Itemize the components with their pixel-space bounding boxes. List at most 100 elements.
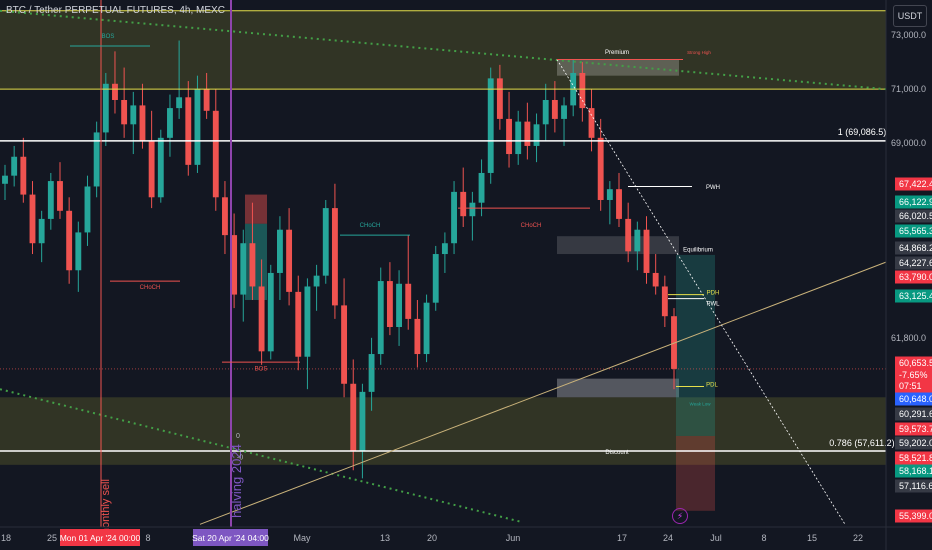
lightning-icon[interactable]: ⚡	[672, 508, 688, 524]
annotation-label: PWL	[706, 301, 720, 307]
candle-body	[75, 232, 82, 271]
candle-body	[194, 89, 201, 165]
price-label-text: 60,291.6	[899, 409, 932, 419]
candle-body	[2, 175, 8, 184]
upper-trendline	[0, 9, 887, 91]
time-tick-label: May	[293, 533, 311, 543]
candle-body	[102, 83, 109, 133]
time-tick-label: Jun	[506, 533, 521, 543]
candles-layer	[2, 40, 677, 479]
candle-body	[322, 208, 329, 276]
time-highlight-label: Mon 01 Apr '24 00:00	[60, 533, 141, 543]
annotation-label: BOS	[102, 34, 115, 40]
price-label-text: 59,573.7	[899, 424, 932, 434]
price-label-box	[895, 451, 932, 465]
candle-body	[460, 191, 467, 217]
candle-body	[212, 110, 219, 198]
candle-body	[93, 132, 100, 187]
candle-body	[121, 99, 128, 125]
price-tick-label: 73,000.0	[891, 30, 926, 40]
price-label-text: 64,227.6	[899, 258, 932, 268]
candle-body	[185, 97, 192, 165]
annotation-label: halving 2024	[229, 444, 244, 518]
time-highlight-box	[193, 529, 268, 546]
candle-body	[130, 105, 137, 125]
time-tick-label: 25	[47, 533, 57, 543]
price-label-box	[895, 407, 932, 421]
price-label-text: 58,521.8	[899, 453, 932, 463]
time-tick-label: 18	[1, 533, 11, 543]
price-label-box	[895, 356, 932, 370]
candle-body	[47, 181, 54, 219]
candle-body	[405, 283, 412, 319]
candle-body	[84, 186, 91, 233]
price-label-box	[895, 422, 932, 436]
candle-body	[652, 272, 659, 287]
annotation-label: 0.786 (57,611.2)	[829, 438, 894, 448]
time-tick-label: 20	[427, 533, 437, 543]
candle-body	[240, 243, 247, 295]
price-label-text: 60,648.0	[899, 394, 932, 404]
price-label-box	[895, 479, 932, 493]
candle-body	[222, 197, 228, 236]
annotation-label: monthly sell	[100, 479, 112, 537]
time-tick-label: 8	[761, 533, 766, 543]
annotation-label: Equilibrium	[683, 247, 713, 253]
price-label-text: 66,020.5	[899, 211, 932, 221]
annotation-label: PWH	[706, 185, 720, 191]
candle-body	[414, 318, 421, 355]
candle-body	[331, 208, 338, 306]
currency-button[interactable]: USDT	[893, 5, 927, 27]
candle-body	[295, 291, 302, 357]
chart-title: BTC / Tether PERPETUAL FUTURES, 4h, MEXC	[6, 5, 225, 16]
candle-body	[313, 275, 320, 287]
long-position-stop	[676, 435, 715, 511]
overlays-layer	[0, 0, 887, 527]
price-tick-label: 61,800.0	[891, 333, 926, 343]
time-axis[interactable]: 18 25 8 May 13 20 Jun 17 24 Jul 8 15 22 Mon 01 Apr '2…	[1, 529, 863, 546]
price-label-box	[895, 241, 932, 255]
candle-body	[377, 281, 384, 355]
candle-body	[286, 229, 293, 292]
candle-body	[561, 105, 567, 119]
candle-body	[267, 272, 274, 352]
candle-body	[167, 108, 173, 138]
price-label-box	[895, 368, 932, 382]
candle-body	[451, 191, 457, 244]
price-label-box	[895, 195, 932, 209]
annotation-label: PDH	[707, 291, 720, 297]
candle-body	[515, 121, 522, 155]
price-axis[interactable]: 73,000.071,000.069,000.061,800.067,422.4…	[891, 30, 932, 523]
price-label-text: 65,565.3	[899, 226, 932, 236]
candle-body	[276, 229, 283, 273]
price-label-text: 07:51	[899, 381, 922, 391]
candle-body	[368, 354, 375, 392]
price-label-box	[895, 464, 932, 478]
candle-body	[148, 140, 155, 198]
candle-body	[579, 72, 586, 109]
discount-box	[557, 378, 679, 398]
candle-body	[506, 118, 512, 155]
candle-body	[542, 99, 549, 125]
time-tick-label: 13	[380, 533, 390, 543]
price-label-text: 60,653.5	[899, 358, 932, 368]
candle-body	[616, 189, 622, 219]
candle-body	[671, 316, 677, 369]
annotation-label: Discount	[605, 450, 629, 456]
equilibrium-box	[557, 236, 679, 255]
price-label-text: 63,125.4	[899, 291, 932, 301]
candle-body	[157, 137, 164, 198]
candle-body	[11, 156, 18, 176]
time-tick-label: Jul	[710, 533, 722, 543]
candle-body	[20, 156, 27, 195]
candle-body	[588, 108, 595, 138]
time-tick-label: 17	[617, 533, 627, 543]
candle-body	[231, 235, 238, 295]
candle-body	[341, 305, 348, 384]
annotation-label: -0	[237, 454, 243, 461]
price-label-box	[895, 270, 932, 284]
annotation-label: CHoCH	[360, 223, 381, 229]
price-label-text: 57,116.6	[899, 481, 932, 491]
